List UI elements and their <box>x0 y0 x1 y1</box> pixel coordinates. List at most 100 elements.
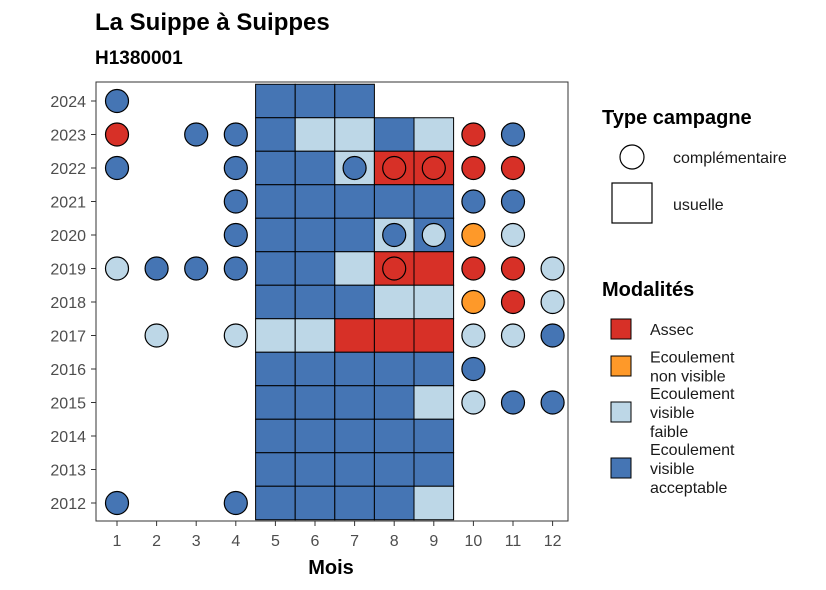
x-tick-label: 11 <box>505 533 522 550</box>
square-2012-6 <box>294 485 336 521</box>
circle-2020-11 <box>500 222 526 248</box>
x-tick-label: 1 <box>113 533 122 550</box>
x-tick-label: 6 <box>311 533 320 550</box>
y-tick-label: 2019 <box>50 262 86 279</box>
y-tick-label: 2023 <box>50 128 86 145</box>
circle-2017-12 <box>540 323 565 348</box>
square-2019-6 <box>294 251 336 286</box>
square-2021-5 <box>255 184 296 219</box>
legend-swatch-ecoulement-visible-faible <box>610 401 632 423</box>
chart-title: La Suippe à Suippes <box>95 9 330 36</box>
circle-2012-1 <box>104 490 130 516</box>
square-2015-8 <box>373 385 415 420</box>
x-axis-label: Mois <box>308 557 354 579</box>
circle-2015-11 <box>500 390 526 415</box>
square-2021-6 <box>294 184 336 219</box>
x-tick-label: 7 <box>350 533 359 550</box>
circle-2019-8 <box>382 256 407 281</box>
circle-2022-7 <box>342 155 367 181</box>
circle-2021-4 <box>223 189 248 214</box>
square-2023-9 <box>413 117 455 152</box>
square-2014-5 <box>255 418 296 454</box>
x-tick-label: 8 <box>390 533 399 550</box>
circle-2018-10 <box>461 289 486 315</box>
x-tick-label: 3 <box>192 533 201 550</box>
circle-2017-4 <box>223 323 248 348</box>
square-2019-9 <box>413 251 455 286</box>
circle-2020-8 <box>382 222 407 248</box>
legend-label-line: non visible <box>650 369 726 386</box>
circle-2022-9 <box>421 155 446 181</box>
y-tick-label: 2024 <box>50 94 86 111</box>
y-tick-label: 2022 <box>50 161 86 178</box>
circle-2018-11 <box>500 289 526 315</box>
circle-2021-11 <box>500 189 526 214</box>
circle-2023-1 <box>104 122 130 147</box>
square-2023-5 <box>255 117 296 152</box>
square-2023-7 <box>334 117 375 152</box>
legend-label-line: Ecoulement <box>650 386 735 403</box>
square-2021-7 <box>334 184 375 219</box>
square-2022-6 <box>294 150 336 186</box>
circle-2015-10 <box>461 390 486 415</box>
circle-2019-3 <box>184 256 209 281</box>
legend-label-line: acceptable <box>650 480 727 497</box>
legend-swatch-ecoulement-non-visible <box>610 355 632 377</box>
circle-2022-11 <box>500 155 526 181</box>
circle-2022-10 <box>461 155 486 181</box>
x-tick-label: 12 <box>544 533 562 550</box>
square-2017-8 <box>373 318 415 353</box>
square-2023-8 <box>373 117 415 152</box>
chart-subtitle: H1380001 <box>95 48 183 69</box>
circle-2023-3 <box>184 122 209 147</box>
square-2018-5 <box>255 284 296 320</box>
square-2020-5 <box>255 217 296 253</box>
circle-2019-2 <box>144 256 169 281</box>
legend-label-line: faible <box>650 424 688 441</box>
circle-2022-4 <box>223 155 248 181</box>
square-2015-5 <box>255 385 296 420</box>
square-2021-9 <box>413 184 455 219</box>
y-tick-label: 2018 <box>50 295 86 312</box>
y-tick-label: 2020 <box>50 228 86 245</box>
circle-2024-1 <box>104 88 130 114</box>
square-2023-6 <box>294 117 336 152</box>
circle-2020-9 <box>421 222 446 248</box>
legend-swatch-ecoulement-visible-acceptable <box>610 457 632 479</box>
square-2012-9 <box>413 485 455 521</box>
square-2013-8 <box>373 452 415 487</box>
square-2020-7 <box>334 217 375 253</box>
square-2019-5 <box>255 251 296 286</box>
x-tick-label: 10 <box>465 533 483 550</box>
circle-2020-4 <box>223 222 248 248</box>
square-2013-9 <box>413 452 455 487</box>
y-axis: 2012 2013 2014 2015 2016 2017 2018 2019 2020 2021… <box>50 94 96 513</box>
square-2015-7 <box>334 385 375 420</box>
square-2016-9 <box>413 351 455 387</box>
circle-2017-11 <box>500 323 526 348</box>
legend-label-line: Ecoulement <box>650 442 735 459</box>
legend-label-line: visible <box>650 461 695 478</box>
circle-2022-1 <box>104 155 130 181</box>
square-2014-6 <box>294 418 336 454</box>
circle-2023-11 <box>500 122 526 147</box>
square-2012-7 <box>334 485 375 521</box>
square-2019-7 <box>334 251 375 286</box>
square-2015-6 <box>294 385 336 420</box>
square-2017-9 <box>413 318 455 353</box>
square-2017-5 <box>255 318 296 353</box>
legend-item-usuelle: usuelle <box>673 197 724 214</box>
legend-label-ecoulement-visible-acceptable: Ecoulement visible acceptable <box>650 442 735 497</box>
circle-2018-12 <box>540 289 565 315</box>
square-2024-5 <box>255 83 296 119</box>
square-2018-6 <box>294 284 336 320</box>
circle-2020-10 <box>461 222 486 248</box>
circle-2015-12 <box>540 390 565 415</box>
square-2016-6 <box>294 351 336 387</box>
square-2020-6 <box>294 217 336 253</box>
circle-2022-8 <box>382 155 407 181</box>
circles-layer <box>104 88 565 516</box>
squares-layer <box>255 83 455 521</box>
square-2013-7 <box>334 452 375 487</box>
